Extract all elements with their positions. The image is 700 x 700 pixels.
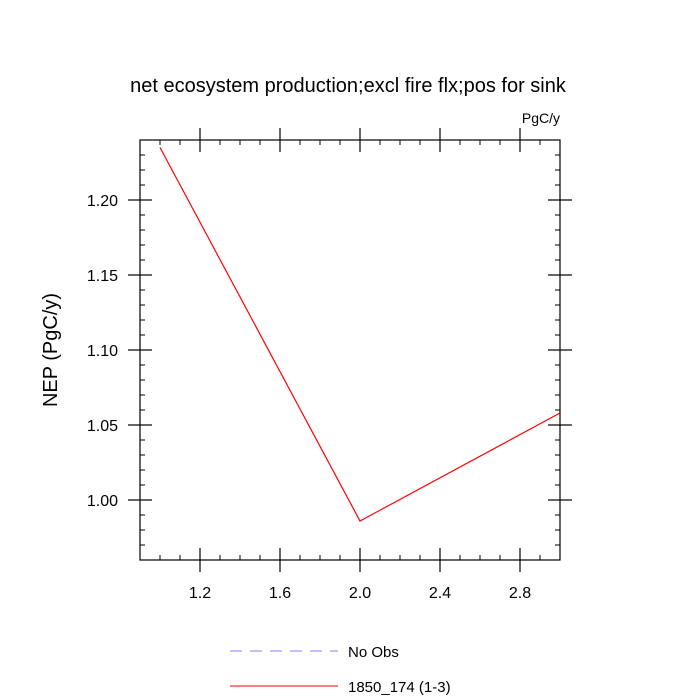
series-line	[159, 147, 561, 522]
units-label: PgC/y	[522, 110, 560, 126]
legend-label: 1850_174 (1-3)	[348, 679, 451, 696]
plot-marks: 1.2 1.6 2.0 2.4 2.8 1.00 1.05 1.10 1.15 1.20	[87, 128, 572, 602]
y-tick-label: 1.00	[87, 493, 118, 510]
x-tick-label: 2.8	[509, 585, 531, 602]
x-tick-label: 2.0	[349, 585, 371, 602]
x-tick-label: 1.6	[269, 585, 291, 602]
x-tick-label: 2.4	[429, 585, 451, 602]
y-tick-label: 1.10	[87, 343, 118, 360]
legend-label: No Obs	[348, 644, 399, 661]
legend: No Obs 1850_174 (1-3)	[230, 644, 451, 696]
x-tick-label: 1.2	[189, 585, 211, 602]
y-axis-label: NEP (PgC/y)	[40, 293, 62, 407]
plot-frame	[139, 139, 561, 561]
y-tick-label: 1.05	[87, 418, 118, 435]
y-tick-label: 1.15	[87, 268, 118, 285]
y-tick-label: 1.20	[87, 193, 118, 210]
chart-title: net ecosystem production;excl fire flx;p…	[130, 75, 567, 97]
